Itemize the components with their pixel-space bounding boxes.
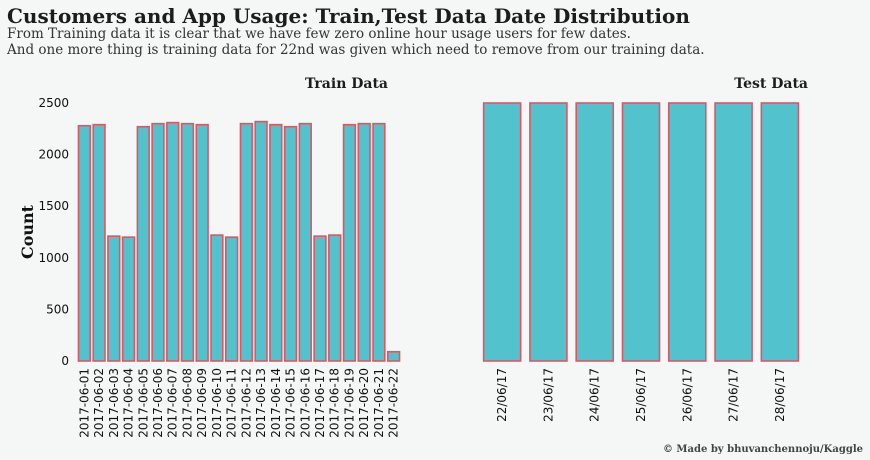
train-y-tick-label: 1000 <box>38 251 69 265</box>
train-x-tick-label: 2017-06-22 <box>387 368 401 438</box>
test-panel: Test Data 22/06/17 23/06/17 24/06/17 25/06/1… <box>482 76 808 422</box>
chart-subtitle-line-2: And one more thing is training data for … <box>7 42 705 58</box>
chart-subtitle-line-1: From Training data it is clear that we h… <box>7 26 631 42</box>
train-x-tick-label: 2017-06-12 <box>239 368 253 438</box>
chart-title: Customers and App Usage: Train,Test Data… <box>7 4 690 28</box>
train-y-tick-label: 2000 <box>38 148 69 162</box>
train-x-tick-label: 2017-06-11 <box>225 368 239 438</box>
test-bar-26/06/17 <box>667 102 707 362</box>
test-bar-24/06/17 <box>575 102 615 362</box>
train-x-tick-label: 2017-06-03 <box>107 368 121 438</box>
train-panel-title: Train Data <box>305 76 388 92</box>
train-y-tick-label: 2500 <box>38 96 69 110</box>
train-bar-2017-06-09 <box>195 123 209 362</box>
train-bar-2017-06-12 <box>239 122 254 362</box>
y-axis-label: Count <box>18 204 37 259</box>
train-bar-2017-06-18 <box>328 234 342 362</box>
train-bar-2017-06-05 <box>136 125 150 362</box>
train-x-tick-label: 2017-06-19 <box>342 368 356 438</box>
train-bar-2017-06-06 <box>151 122 165 362</box>
train-bar-2017-06-14 <box>269 123 283 362</box>
train-y-tick-label: 1500 <box>38 199 69 213</box>
test-panel-title: Test Data <box>734 76 808 92</box>
train-x-tick-label: 2017-06-13 <box>254 368 268 438</box>
train-bar-2017-06-11 <box>224 236 239 362</box>
train-panel: Train Data 2017-06-01 2017-06-02 2017-06-03… <box>18 76 401 438</box>
test-x-tick-label: 24/06/17 <box>588 368 602 422</box>
train-x-tick-label: 2017-06-06 <box>151 368 165 438</box>
train-x-tick-label: 2017-06-09 <box>195 368 209 438</box>
train-bar-2017-06-22 <box>386 350 401 362</box>
train-x-tick-label: 2017-06-05 <box>136 368 150 438</box>
train-x-tick-label: 2017-06-04 <box>122 368 136 438</box>
train-bar-2017-06-02 <box>92 123 106 362</box>
train-x-tick-label: 2017-06-15 <box>284 368 298 438</box>
train-bar-2017-06-03 <box>107 235 121 362</box>
train-x-tick-label: 2017-06-21 <box>372 368 386 438</box>
test-x-tick-label: 28/06/17 <box>773 368 787 422</box>
test-x-tick-label: 27/06/17 <box>727 368 741 422</box>
train-bar-2017-06-16 <box>298 122 312 362</box>
test-x-tick-label: 22/06/17 <box>495 368 509 422</box>
train-x-tick-label: 2017-06-07 <box>166 368 180 438</box>
test-bar-28/06/17 <box>760 102 800 362</box>
test-bar-23/06/17 <box>529 102 568 362</box>
train-x-tick-label: 2017-06-01 <box>77 368 91 438</box>
train-x-tick-label: 2017-06-08 <box>180 368 194 438</box>
train-x-tick-label: 2017-06-14 <box>269 368 283 438</box>
test-x-tick-label: 23/06/17 <box>541 368 555 422</box>
train-bar-2017-06-20 <box>357 122 371 362</box>
test-bar-22/06/17 <box>482 102 522 362</box>
credit-text: © Made by bhuvanchennoju/Kaggle <box>662 444 863 455</box>
train-bar-2017-06-07 <box>166 121 180 362</box>
train-bar-2017-06-15 <box>283 125 298 362</box>
train-bar-2017-06-01 <box>77 124 92 362</box>
train-x-tick-label: 2017-06-18 <box>328 368 342 438</box>
test-x-tick-label: 26/06/17 <box>680 368 694 422</box>
train-bar-2017-06-04 <box>121 236 136 362</box>
test-bar-27/06/17 <box>714 102 753 362</box>
train-bar-2017-06-21 <box>372 122 386 362</box>
train-x-tick-label: 2017-06-17 <box>313 368 327 438</box>
train-bar-2017-06-13 <box>254 120 268 362</box>
train-x-tick-label: 2017-06-16 <box>298 368 312 438</box>
train-x-tick-label: 2017-06-10 <box>210 368 224 438</box>
train-x-tick-label: 2017-06-02 <box>92 368 106 438</box>
train-bar-2017-06-10 <box>210 234 224 362</box>
train-bar-2017-06-17 <box>313 235 327 362</box>
train-bar-2017-06-19 <box>342 123 357 362</box>
train-x-tick-label: 2017-06-20 <box>357 368 371 438</box>
train-y-tick-label: 0 <box>61 354 69 368</box>
test-bar-25/06/17 <box>621 102 661 362</box>
test-x-tick-label: 25/06/17 <box>634 368 648 422</box>
train-bar-2017-06-08 <box>180 122 195 362</box>
train-y-tick-label: 500 <box>46 302 69 316</box>
